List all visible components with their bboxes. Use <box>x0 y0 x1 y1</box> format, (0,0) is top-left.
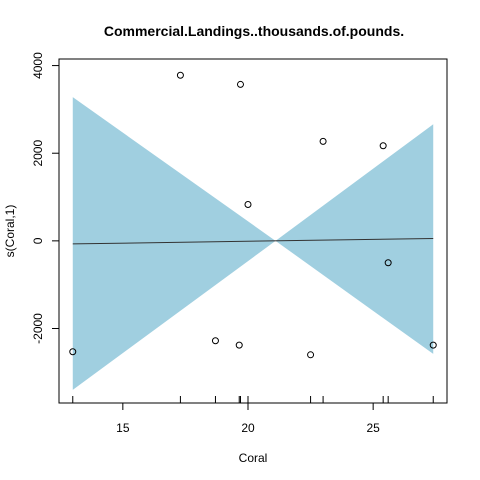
y-tick-label: 4000 <box>31 52 45 79</box>
data-point <box>177 72 183 78</box>
data-point <box>245 201 251 207</box>
data-point <box>380 143 386 149</box>
rug-marks <box>73 396 433 403</box>
y-axis: -2000 0 2000 4000 <box>31 52 59 344</box>
chart-title: Commercial.Landings..thousands.of.pounds… <box>104 23 404 39</box>
x-axis-label: Coral <box>239 451 268 465</box>
data-point <box>237 81 243 87</box>
y-tick-label: 0 <box>31 237 45 244</box>
x-tick-label: 25 <box>366 421 380 435</box>
y-tick-label: -2000 <box>31 313 45 344</box>
data-point <box>236 342 242 348</box>
data-point <box>308 352 314 358</box>
x-axis: 15 20 25 <box>116 403 380 435</box>
data-point <box>320 138 326 144</box>
data-point <box>212 338 218 344</box>
x-tick-label: 15 <box>116 421 130 435</box>
y-axis-label: s(Coral,1) <box>3 205 17 258</box>
y-tick-label: 2000 <box>31 140 45 167</box>
x-tick-label: 20 <box>241 421 255 435</box>
